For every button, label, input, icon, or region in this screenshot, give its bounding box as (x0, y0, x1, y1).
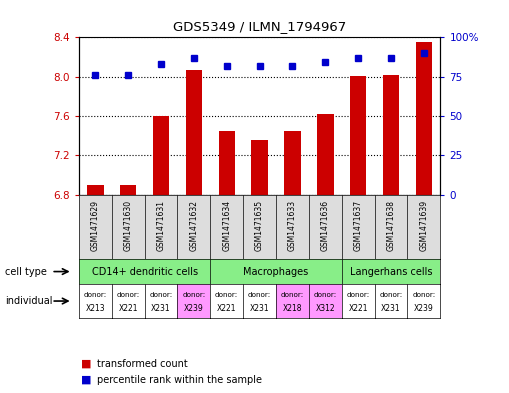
Text: X221: X221 (119, 304, 138, 313)
Text: X221: X221 (348, 304, 368, 313)
Text: X239: X239 (414, 304, 434, 313)
Text: donor:: donor: (281, 292, 304, 298)
Text: GSM1471635: GSM1471635 (255, 200, 264, 251)
Text: CD14+ dendritic cells: CD14+ dendritic cells (92, 266, 197, 277)
Bar (284, 130, 301, 195)
Bar (350, 75, 366, 195)
Bar (153, 116, 169, 195)
Text: donor:: donor: (347, 292, 370, 298)
Text: X312: X312 (316, 304, 335, 313)
Text: GSM1471636: GSM1471636 (321, 200, 330, 251)
Bar (218, 130, 235, 195)
Text: GSM1471633: GSM1471633 (288, 200, 297, 251)
Text: X218: X218 (282, 304, 302, 313)
Text: GSM1471630: GSM1471630 (124, 200, 133, 251)
Text: X231: X231 (250, 304, 269, 313)
Bar (416, 42, 432, 195)
Text: GSM1471629: GSM1471629 (91, 200, 100, 251)
Text: transformed count: transformed count (97, 358, 187, 369)
Text: X221: X221 (217, 304, 237, 313)
Text: donor:: donor: (215, 292, 238, 298)
Text: donor:: donor: (150, 292, 173, 298)
Bar (383, 75, 399, 195)
Text: X231: X231 (151, 304, 171, 313)
Title: GDS5349 / ILMN_1794967: GDS5349 / ILMN_1794967 (173, 20, 346, 33)
Text: donor:: donor: (314, 292, 337, 298)
Text: ■: ■ (81, 358, 92, 369)
Text: X213: X213 (86, 304, 105, 313)
Text: ■: ■ (81, 375, 92, 385)
Text: percentile rank within the sample: percentile rank within the sample (97, 375, 262, 385)
Text: donor:: donor: (182, 292, 206, 298)
Text: Langerhans cells: Langerhans cells (350, 266, 432, 277)
Bar (120, 185, 136, 195)
Bar (186, 70, 202, 195)
Text: GSM1471632: GSM1471632 (189, 200, 199, 251)
Text: cell type: cell type (5, 266, 47, 277)
Text: donor:: donor: (248, 292, 271, 298)
Bar (251, 140, 268, 195)
Text: Macrophages: Macrophages (243, 266, 308, 277)
Text: donor:: donor: (83, 292, 107, 298)
Text: GSM1471638: GSM1471638 (386, 200, 395, 251)
Text: GSM1471634: GSM1471634 (222, 200, 231, 251)
Bar (317, 114, 333, 195)
Text: GSM1471631: GSM1471631 (157, 200, 165, 251)
Text: donor:: donor: (379, 292, 403, 298)
Text: X239: X239 (184, 304, 204, 313)
Text: individual: individual (5, 296, 52, 306)
Text: donor:: donor: (117, 292, 140, 298)
Text: X231: X231 (381, 304, 401, 313)
Text: GSM1471637: GSM1471637 (354, 200, 362, 251)
Bar (87, 185, 103, 195)
Text: donor:: donor: (412, 292, 436, 298)
Text: GSM1471639: GSM1471639 (419, 200, 429, 251)
